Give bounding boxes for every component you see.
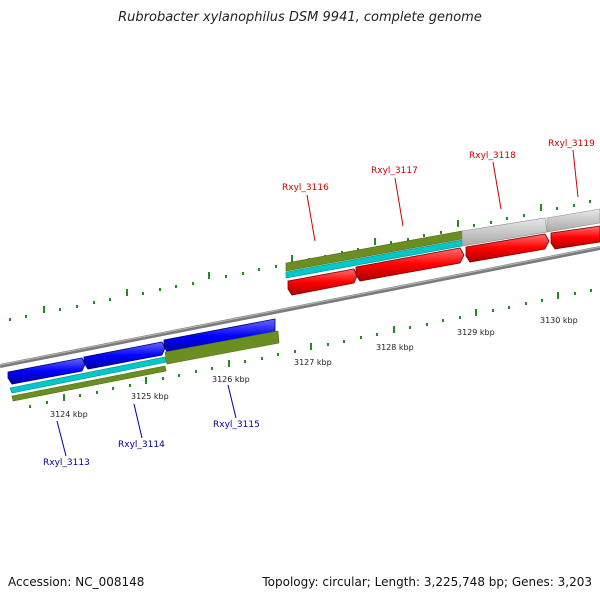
gene-label-rxyl-3118[interactable]: Rxyl_3118 [469, 151, 516, 161]
gene-bar-reverse-1 [11, 365, 167, 402]
kbp-label-3124: 3124 kbp [50, 410, 88, 419]
cds-arrow-rxyl-3117[interactable] [355, 247, 465, 282]
kbp-label-3130: 3130 kbp [540, 316, 578, 325]
gene-label-rxyl-3117[interactable]: Rxyl_3117 [371, 166, 418, 176]
genome-backbone [0, 246, 600, 368]
reverse-strand-features [7, 318, 280, 402]
lower-tick-row [29, 289, 592, 408]
forward-strand-features [285, 208, 600, 296]
kbp-label-3128: 3128 kbp [376, 343, 414, 352]
gene-label-rxyl-3114[interactable]: Rxyl_3114 [118, 440, 165, 450]
kbp-labels: 3124 kbp 3125 kbp 3126 kbp 3127 kbp 3128… [50, 316, 578, 419]
kbp-label-3125: 3125 kbp [131, 392, 169, 401]
cds-arrow-rxyl-3119[interactable] [550, 225, 600, 250]
accession-text: Accession: NC_008148 [8, 575, 145, 589]
cds-arrow-rxyl-3118[interactable] [465, 233, 550, 263]
gene-label-rxyl-3119[interactable]: Rxyl_3119 [548, 139, 595, 149]
gene-bar-reverse-2 [164, 330, 280, 365]
cds-arrow-rxyl-3113[interactable] [7, 357, 86, 385]
kbp-label-3129: 3129 kbp [457, 328, 495, 337]
gene-labels: Rxyl_3116 Rxyl_3117 Rxyl_3118 Rxyl_3119 … [43, 139, 595, 468]
kbp-label-3126: 3126 kbp [212, 375, 250, 384]
label-leaders [56, 149, 579, 457]
gene-label-rxyl-3115[interactable]: Rxyl_3115 [213, 420, 260, 430]
cds-arrow-rxyl-3116[interactable] [287, 268, 358, 296]
gene-label-rxyl-3113[interactable]: Rxyl_3113 [43, 458, 90, 468]
gene-label-rxyl-3116[interactable]: Rxyl_3116 [282, 183, 329, 193]
kbp-label-3127: 3127 kbp [294, 358, 332, 367]
page-title: Rubrobacter xylanophilus DSM 9941, compl… [118, 10, 482, 25]
cds-arrow-rxyl-3114[interactable] [83, 341, 166, 370]
topology-text: Topology: circular; Length: 3,225,748 bp… [262, 575, 592, 589]
gene-bar-forward-grey-2 [546, 208, 600, 233]
genome-backbone-highlight [0, 246, 600, 366]
